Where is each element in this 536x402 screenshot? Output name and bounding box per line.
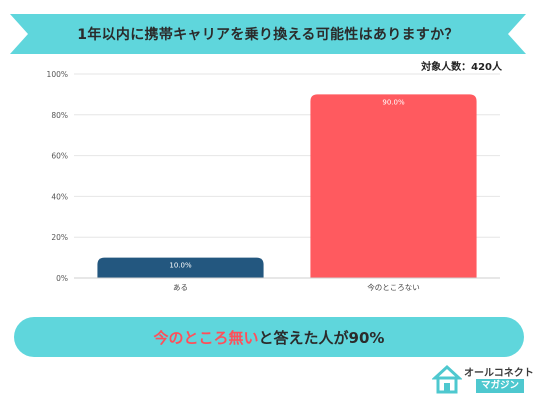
banner-shape xyxy=(10,14,526,54)
summary-text: と答えた人が90% xyxy=(258,328,385,347)
y-tick-label: 60% xyxy=(51,152,68,161)
summary-banner: 今のところ無い と答えた人が90% xyxy=(14,317,524,357)
title-banner: 1年以内に携帯キャリアを乗り換える可能性はありますか？ xyxy=(10,14,526,54)
x-tick-label: 今のところない xyxy=(367,282,420,292)
logo-line1: オールコネクト xyxy=(464,368,534,379)
y-tick-label: 80% xyxy=(51,111,68,120)
bar-1 xyxy=(97,257,264,278)
bar-chart: 0% 20% 40% 60% 80% 100% 10.0% ある 90.0% 今のところない xyxy=(47,70,500,292)
summary-highlight: 今のところ無い xyxy=(153,328,259,347)
chart-title: 1年以内に携帯キャリアを乗り換える可能性はありますか？ xyxy=(77,27,459,43)
data-label: 90.0% xyxy=(382,98,405,106)
respondent-count: 対象人数：420人 xyxy=(421,62,502,73)
y-tick-label: 20% xyxy=(51,233,68,242)
y-tick-label: 40% xyxy=(51,192,68,201)
y-tick-label: 0% xyxy=(56,274,68,283)
y-tick-label: 100% xyxy=(47,70,68,79)
x-tick-label: ある xyxy=(173,283,188,292)
bar-2 xyxy=(310,94,477,279)
brand-logo[interactable]: オールコネクト マガジン xyxy=(432,362,534,396)
house-icon xyxy=(432,364,462,394)
data-label: 10.0% xyxy=(169,262,192,270)
logo-line2: マガジン xyxy=(476,379,525,393)
